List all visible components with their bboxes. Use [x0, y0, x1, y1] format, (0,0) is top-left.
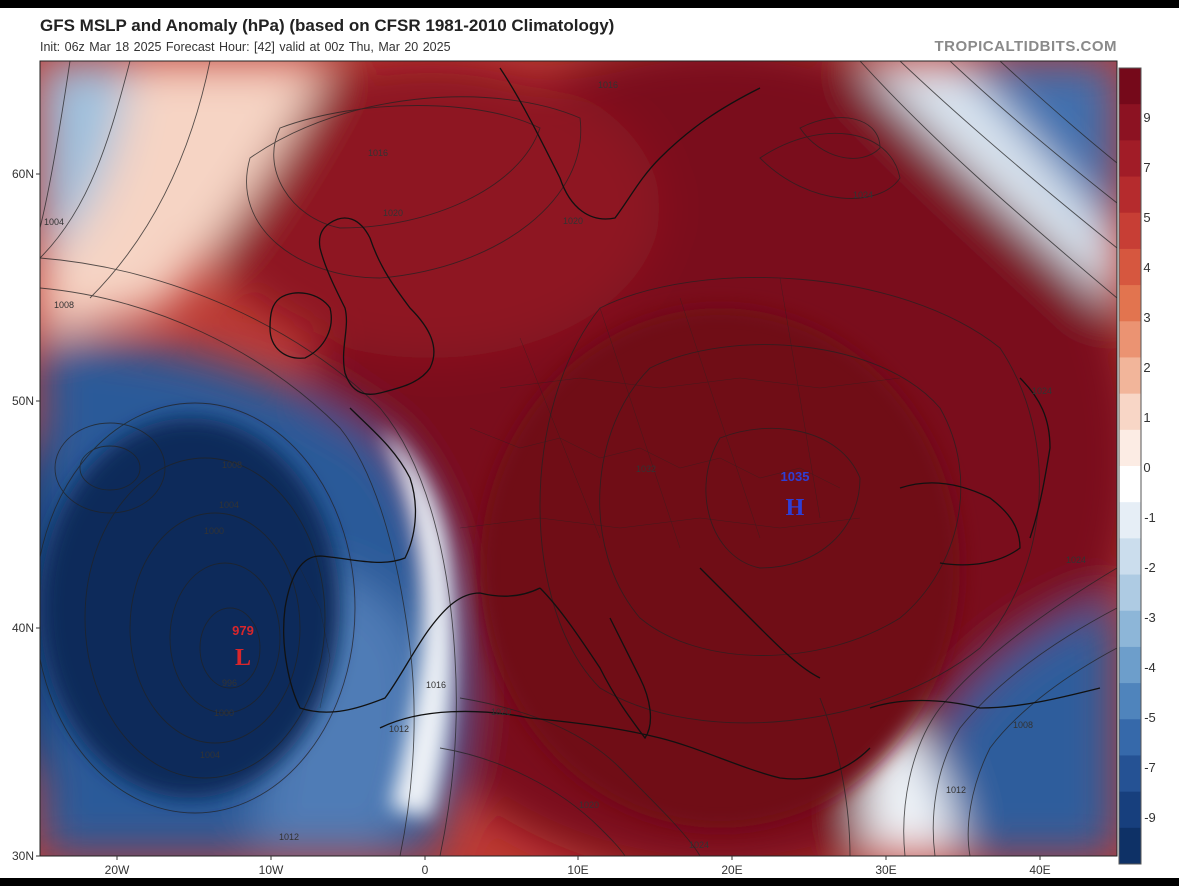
isobar-label: 1012 [946, 785, 966, 795]
lon-tick-label: 40E [1029, 863, 1050, 877]
low-pressure-center: 979 L [232, 623, 254, 671]
colorbar-swatch [1119, 212, 1141, 250]
figure-title: GFS MSLP and Anomaly (hPa) (based on CFS… [40, 16, 615, 35]
colorbar-label: 1 [1143, 410, 1150, 425]
colorbar-label: -2 [1144, 560, 1156, 575]
lat-tick-label: 50N [12, 394, 34, 408]
isobar-label: 1024 [1066, 555, 1086, 565]
colorbar-swatch [1119, 393, 1141, 431]
colorbar-swatch [1119, 357, 1141, 395]
figure-frame: GFS MSLP and Anomaly (hPa) (based on CFS… [0, 8, 1179, 878]
isobar-label: 1024 [853, 190, 873, 200]
lat-tick-label: 30N [12, 849, 34, 863]
isobar-label: 996 [222, 678, 237, 688]
colorbar-swatch [1119, 429, 1141, 467]
anomaly-field [40, 61, 1117, 856]
colorbar-swatch [1119, 755, 1141, 793]
isobar-label: 1004 [219, 500, 239, 510]
lat-tick-label: 40N [12, 621, 34, 635]
colorbar-label: 2 [1143, 360, 1150, 375]
isobar-label: 1020 [563, 216, 583, 226]
colorbar-label: 9 [1143, 110, 1150, 125]
colorbar-label: -3 [1144, 610, 1156, 625]
high-pressure-center: 1035 H [781, 469, 810, 521]
isobar-label: 1020 [491, 707, 511, 717]
colorbar-swatch [1119, 248, 1141, 286]
colorbar-swatch [1119, 791, 1141, 829]
isobar-label: 1016 [426, 680, 446, 690]
isobar-label: 1008 [1013, 720, 1033, 730]
isobar-labels: 1016 1020 1004 1008 1016 1020 1024 1024 … [44, 80, 1086, 850]
colorbar-label: -5 [1144, 710, 1156, 725]
isobar-label: 1004 [200, 750, 220, 760]
colorbar-swatch [1119, 610, 1141, 648]
lon-tick-label: 20W [105, 863, 130, 877]
lat-tick-label: 60N [12, 167, 34, 181]
colorbar-label: 5 [1143, 210, 1150, 225]
colorbar-label: 3 [1143, 310, 1150, 325]
lon-tick-label: 0 [422, 863, 429, 877]
lon-tick-label: 10E [567, 863, 588, 877]
low-pressure-letter: L [235, 645, 251, 671]
colorbar-label: 4 [1143, 260, 1150, 275]
isobar-lines [40, 61, 1117, 856]
isobar-label: 1012 [279, 832, 299, 842]
longitude-axis: 20W 10W 0 10E 20E 30E 40E [105, 856, 1051, 877]
colorbar-swatch [1119, 683, 1141, 720]
isobar-label: 1032 [636, 464, 656, 474]
colorbar-swatch [1119, 466, 1141, 503]
high-pressure-letter: H [786, 495, 805, 521]
credit-watermark: TROPICALTIDBITS.COM [934, 38, 1117, 55]
colorbar-swatch [1119, 140, 1141, 178]
figure-subtitle: Init: 06z Mar 18 2025 Forecast Hour: [42… [40, 40, 451, 54]
colorbar-swatch [1119, 104, 1141, 141]
colorbar-swatch [1119, 646, 1141, 684]
isobar-label: 1000 [204, 526, 224, 536]
colorbar-swatch [1119, 285, 1141, 322]
colorbar-label: 7 [1143, 160, 1150, 175]
colorbar-swatch [1119, 574, 1141, 612]
colorbar-border [1118, 67, 1142, 865]
isobar-label: 1016 [368, 148, 388, 158]
colorbar-label: -7 [1144, 760, 1156, 775]
latitude-axis: 60N 50N 40N 30N [12, 167, 40, 863]
colorbar-swatch [1119, 68, 1141, 105]
isobar-label: 1016 [598, 80, 618, 90]
isobar-label: 1020 [579, 800, 599, 810]
lon-tick-label: 20E [721, 863, 742, 877]
isobar-label: 1020 [383, 208, 403, 218]
colorbar-swatch [1119, 538, 1141, 576]
isobar-label: 1008 [222, 460, 242, 470]
colorbar-swatch [1119, 176, 1141, 214]
map-figure: 1016 1020 1004 1008 1016 1020 1024 1024 … [12, 60, 1156, 877]
high-pressure-value: 1035 [781, 469, 810, 484]
colorbar-labels: 9 7 5 4 3 2 1 0 -1 -2 -3 -4 -5 -7 -9 [1143, 110, 1155, 825]
isobar-label: 1012 [389, 724, 409, 734]
colorbar-label: -1 [1144, 510, 1156, 525]
isobar-label: 1024 [1032, 386, 1052, 396]
colorbar [1118, 67, 1142, 865]
colorbar-swatch [1119, 719, 1141, 756]
colorbar-label: -4 [1144, 660, 1156, 675]
colorbar-swatch [1119, 827, 1141, 865]
lon-tick-label: 10W [259, 863, 284, 877]
isobar-label: 1008 [54, 300, 74, 310]
isobar-label: 1000 [214, 708, 234, 718]
colorbar-label: -9 [1144, 810, 1156, 825]
colorbar-swatch [1119, 321, 1141, 358]
colorbar-label: 0 [1143, 460, 1150, 475]
lon-tick-label: 30E [875, 863, 896, 877]
coastlines [269, 67, 1101, 780]
isobar-label: 1004 [44, 217, 64, 227]
colorbar-swatch [1119, 502, 1141, 539]
low-pressure-value: 979 [232, 623, 254, 638]
borders [299, 277, 901, 709]
isobar-label: 1024 [689, 840, 709, 850]
